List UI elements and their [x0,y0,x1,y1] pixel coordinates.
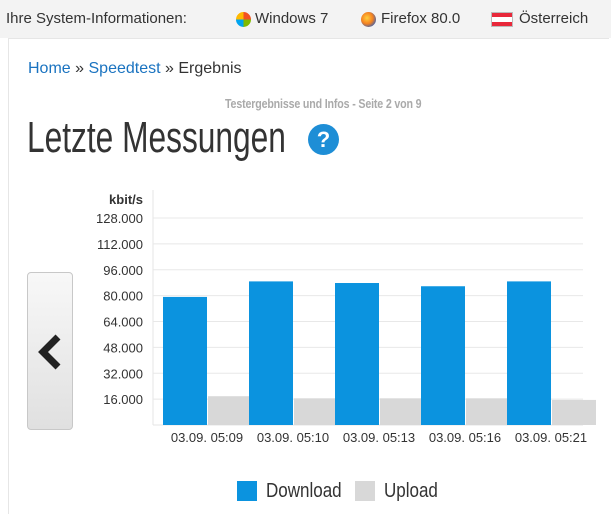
legend-download-label: Download [266,480,342,502]
os-value: Windows 7 [255,10,329,27]
upload-bar [552,399,596,425]
breadcrumb: Home » Speedtest » Ergebnis [28,60,242,78]
page-subtitle: Testergebnisse und Infos - Seite 2 von 9 [225,96,422,111]
y-tick-label: 112.000 [97,237,143,252]
y-tick-label: 48.000 [103,340,143,355]
download-bar [335,283,379,425]
upload-bar [294,398,338,425]
download-bar [163,296,207,425]
system-info-bar: Ihre System-Informationen: Windows 7 Fir… [0,0,611,38]
y-tick-label: 64.000 [103,315,143,330]
legend-upload-label: Upload [384,480,438,502]
y-tick-label: 128.000 [96,211,143,226]
country-value: Österreich [519,10,589,27]
content-panel [8,38,609,514]
breadcrumb-separator: » [75,60,85,77]
x-tick-label: 03.09. 05:10 [257,430,329,445]
y-axis-unit: kbit/s [109,192,143,207]
chevron-left-icon [38,334,61,370]
system-info-label: Ihre System-Informationen: [6,10,187,27]
page-title: Letzte Messungen [27,113,286,162]
upload-bar [380,398,424,425]
legend-upload-swatch [355,481,375,501]
download-bar [421,286,465,425]
breadcrumb-speedtest-link[interactable]: Speedtest [88,60,161,77]
upload-bar [208,396,252,425]
legend-download-swatch [237,481,257,501]
x-tick-label: 03.09. 05:16 [429,430,501,445]
download-bar [249,281,293,425]
browser-value: Firefox 80.0 [381,10,461,27]
x-tick-label: 03.09. 05:21 [515,430,587,445]
y-tick-label: 32.000 [103,366,143,381]
windows-icon [236,12,251,27]
y-tick-label: 80.000 [103,289,143,304]
firefox-icon [361,12,376,27]
breadcrumb-home-link[interactable]: Home [28,60,71,77]
breadcrumb-current: Ergebnis [178,60,242,77]
x-tick-label: 03.09. 05:09 [171,430,243,445]
x-tick-label: 03.09. 05:13 [343,430,415,445]
y-tick-label: 16.000 [103,392,143,407]
question-icon[interactable]: ? [308,124,339,155]
upload-bar [466,398,510,425]
download-bar [507,281,551,425]
breadcrumb-separator: » [165,60,174,77]
y-tick-label: 96.000 [103,263,143,278]
austria-flag-icon [491,12,513,27]
previous-page-button[interactable] [27,272,73,430]
